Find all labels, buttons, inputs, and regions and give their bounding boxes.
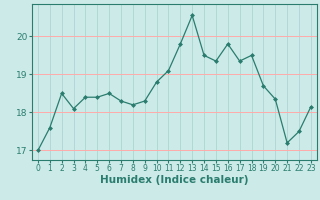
X-axis label: Humidex (Indice chaleur): Humidex (Indice chaleur) [100,175,249,185]
